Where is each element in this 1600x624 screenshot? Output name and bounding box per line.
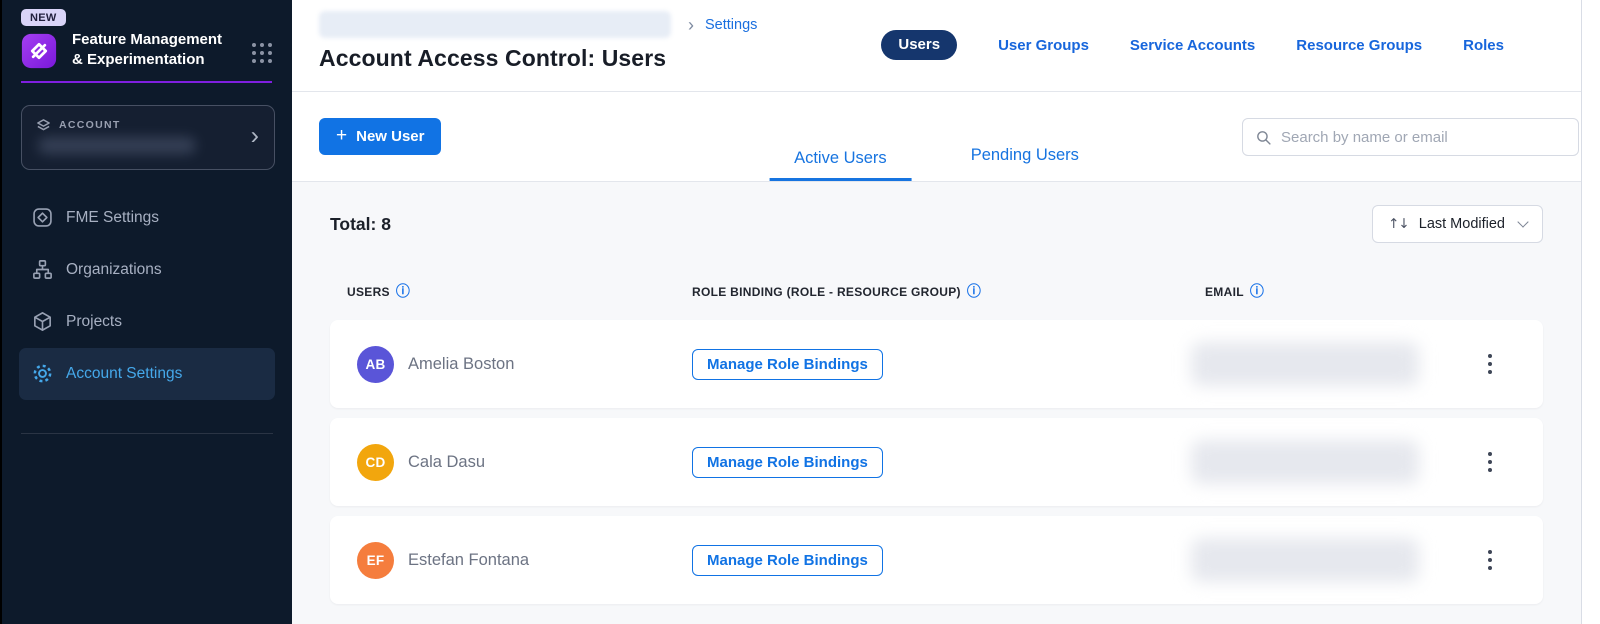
sidebar-item-label: Organizations [66, 260, 162, 278]
tab-pending-users[interactable]: Pending Users [970, 146, 1079, 164]
gear-icon [33, 364, 52, 383]
user-view-tabs: Active Users Pending Users [769, 92, 1104, 181]
sort-dropdown[interactable]: ↑↓ Last Modified [1372, 205, 1543, 243]
tab-roles[interactable]: Roles [1463, 36, 1504, 54]
row-menu-icon[interactable] [1484, 544, 1497, 577]
manage-role-bindings-button[interactable]: Manage Role Bindings [692, 544, 883, 576]
organizations-icon [33, 260, 52, 280]
right-gutter [1582, 0, 1600, 624]
table-row: AB Amelia Boston Manage Role Bindings [330, 320, 1543, 408]
account-selector[interactable]: ACCOUNT › [21, 104, 275, 170]
sidebar-item-label: Account Settings [66, 364, 183, 382]
breadcrumb-redacted [319, 11, 671, 38]
email-redacted [1191, 538, 1419, 582]
toolbar: + New User Active Users Pending Users [292, 92, 1581, 182]
layers-icon [37, 118, 50, 130]
sidebar-item-label: Projects [66, 312, 122, 330]
sidebar-menu: FME Settings Organizations Projects [19, 192, 275, 400]
avatar: EF [357, 541, 394, 579]
chevron-right-icon: › [250, 121, 259, 150]
fme-settings-icon [33, 208, 52, 227]
tab-service-accounts[interactable]: Service Accounts [1129, 36, 1256, 54]
chevron-right-icon: › [688, 14, 694, 35]
row-menu-icon[interactable] [1484, 348, 1497, 381]
new-user-button[interactable]: + New User [319, 118, 442, 155]
tab-users[interactable]: Users [881, 30, 958, 60]
info-icon[interactable]: ⓘ [1249, 284, 1265, 300]
projects-icon [34, 312, 51, 332]
page-header: › Settings Account Access Control: Users… [292, 0, 1581, 92]
sidebar: NEW Feature Management & Experimentation [2, 0, 292, 624]
info-icon[interactable]: ⓘ [966, 284, 982, 300]
account-name-redacted [38, 136, 196, 154]
total-count: Total: 8 [330, 213, 391, 234]
sidebar-header: NEW Feature Management & Experimentation [2, 0, 292, 83]
sidebar-divider [21, 432, 273, 434]
sidebar-item-fme-settings[interactable]: FME Settings [19, 192, 275, 244]
new-badge: NEW [21, 9, 66, 26]
user-name: Estefan Fontana [408, 550, 530, 569]
table-header-row: USERS ⓘ ROLE BINDING (ROLE - RESOURCE GR… [330, 285, 1543, 299]
user-list: AB Amelia Boston Manage Role Bindings CD [330, 320, 1543, 604]
tab-user-groups[interactable]: User Groups [998, 36, 1089, 54]
account-label: ACCOUNT [59, 119, 121, 132]
users-content: Total: 8 ↑↓ Last Modified USERS ⓘ ROLE B… [292, 182, 1581, 624]
chevron-down-icon [1517, 216, 1529, 228]
row-menu-icon[interactable] [1484, 446, 1497, 479]
user-name: Cala Dasu [408, 452, 486, 471]
search-icon [1257, 130, 1271, 145]
sidebar-item-label: FME Settings [66, 208, 160, 226]
user-name: Amelia Boston [408, 354, 515, 373]
search-input[interactable] [1281, 128, 1566, 146]
sidebar-item-organizations[interactable]: Organizations [19, 244, 275, 296]
table-row: CD Cala Dasu Manage Role Bindings [330, 418, 1543, 506]
sidebar-item-projects[interactable]: Projects [19, 296, 275, 348]
main-panel: › Settings Account Access Control: Users… [292, 0, 1582, 624]
avatar: CD [357, 443, 394, 481]
sidebar-item-account-settings[interactable]: Account Settings [19, 347, 275, 400]
column-role-binding: ROLE BINDING (ROLE - RESOURCE GROUP) ⓘ [692, 284, 982, 300]
search-box [1242, 118, 1579, 156]
column-email: EMAIL ⓘ [1205, 284, 1265, 300]
avatar: AB [357, 345, 394, 383]
access-control-nav: Users User Groups Service Accounts Resou… [881, 30, 1504, 60]
manage-role-bindings-button[interactable]: Manage Role Bindings [692, 348, 883, 380]
sort-label: Last Modified [1418, 216, 1505, 232]
split-logo-icon [21, 33, 57, 69]
sort-arrows-icon: ↑↓ [1388, 216, 1410, 232]
table-row: EF Estefan Fontana Manage Role Bindings [330, 516, 1543, 604]
breadcrumb: › Settings [319, 11, 757, 38]
app-switcher-icon[interactable] [252, 43, 272, 63]
tab-resource-groups[interactable]: Resource Groups [1296, 36, 1423, 54]
brand-divider [21, 80, 272, 83]
breadcrumb-settings-link[interactable]: Settings [705, 16, 758, 33]
product-title: Feature Management & Experimentation [72, 31, 223, 68]
plus-icon: + [336, 124, 348, 146]
tab-active-users[interactable]: Active Users [769, 149, 912, 181]
email-redacted [1191, 440, 1419, 484]
column-users: USERS ⓘ [347, 284, 411, 300]
manage-role-bindings-button[interactable]: Manage Role Bindings [692, 446, 883, 478]
page-title: Account Access Control: Users [319, 45, 667, 71]
info-icon[interactable]: ⓘ [395, 284, 411, 300]
email-redacted [1191, 342, 1419, 386]
